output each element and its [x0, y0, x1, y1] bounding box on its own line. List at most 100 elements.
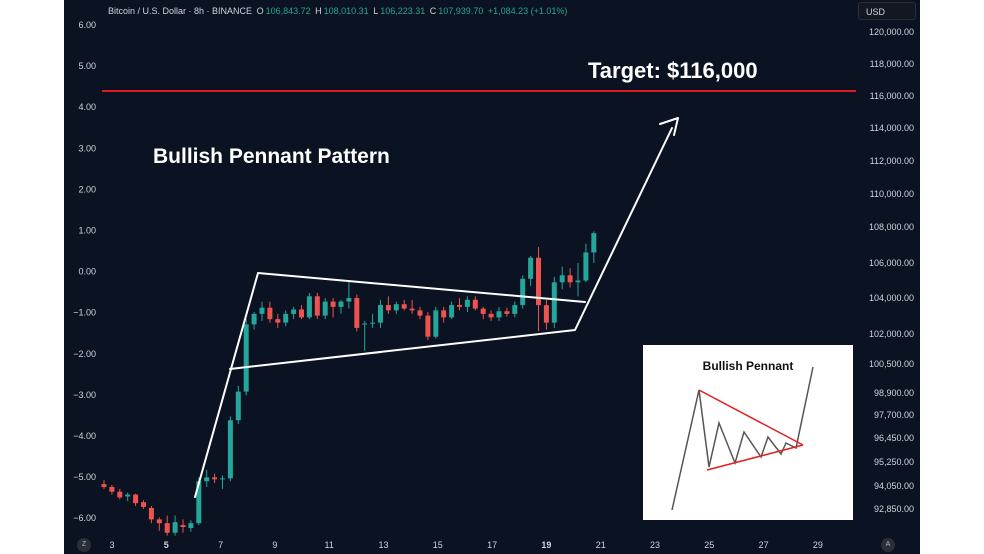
time-axis-tick-label: 7 — [218, 540, 223, 550]
candle-body — [251, 313, 257, 325]
left-axis-tick-label: 3.00 — [78, 143, 96, 153]
candle-body — [212, 477, 218, 480]
left-axis-tick-label: −6.00 — [73, 513, 96, 523]
pennant-diagram: Bullish Pennant — [643, 345, 853, 520]
right-axis-tick-label: 92,850.00 — [874, 504, 914, 514]
time-axis-tick-label: 29 — [813, 540, 823, 550]
candle-body — [591, 233, 597, 253]
candle-body — [433, 310, 439, 337]
candle-body — [220, 478, 225, 480]
pattern-annotation: Bullish Pennant Pattern — [153, 145, 390, 168]
candle-body — [528, 257, 534, 279]
candle-body — [496, 311, 502, 318]
candle-body — [338, 301, 344, 307]
right-axis-tick-label: 108,000.00 — [869, 222, 914, 232]
candle-body — [172, 522, 178, 533]
right-axis-tick-label: 98,900.00 — [874, 388, 914, 398]
time-axis-tick-label: 9 — [272, 540, 277, 550]
candle-body — [362, 323, 368, 325]
auto-scale-button[interactable]: A — [881, 538, 895, 552]
left-axis-tick-label: 0.00 — [78, 267, 96, 277]
right-axis-tick-label: 116,000.00 — [870, 91, 914, 101]
time-axis-tick-label: 5 — [164, 540, 169, 550]
breakout-arrowhead — [659, 117, 679, 136]
right-axis-tick-label: 97,700.00 — [874, 410, 914, 420]
candle-body — [551, 282, 557, 323]
candle-body — [449, 305, 455, 318]
right-axis-tick-label: 120,000.00 — [869, 27, 914, 37]
low-value: 106,223.31 — [380, 6, 426, 16]
time-axis-tick-label: 17 — [487, 540, 497, 550]
close-label: C — [429, 6, 437, 16]
left-axis-tick-label: 2.00 — [78, 184, 96, 194]
left-axis-tick-label: −4.00 — [73, 431, 96, 441]
candle-body — [512, 305, 518, 314]
low-label: L — [373, 6, 379, 16]
candle-body — [196, 481, 202, 524]
right-axis-tick-label: 96,450.00 — [874, 433, 914, 443]
candle-body — [283, 313, 289, 323]
pennant-diagram-price-path — [671, 366, 814, 511]
log-scale-button[interactable]: Z — [77, 538, 91, 552]
target-annotation: Target: $116,000 — [588, 58, 758, 83]
time-axis-tick-label: 11 — [325, 540, 334, 550]
left-axis-tick-label: 1.00 — [78, 226, 96, 236]
candle-body — [346, 298, 352, 302]
candle-body — [291, 309, 297, 314]
candle-body — [148, 507, 154, 520]
right-axis-tick-label: 100,500.00 — [869, 359, 914, 369]
candle-body — [259, 307, 265, 314]
candle-body — [480, 308, 486, 314]
candle-body — [235, 391, 241, 421]
symbol-name: Bitcoin / U.S. Dollar · 8h · BINANCE — [108, 6, 253, 16]
candle-body — [306, 296, 312, 318]
left-axis-tick-label: −1.00 — [73, 308, 96, 318]
time-axis-tick-label: 13 — [378, 540, 388, 550]
candle-body — [188, 523, 194, 528]
time-axis-tick-label: 21 — [596, 540, 606, 550]
candle-body — [543, 305, 549, 323]
candle-body — [204, 477, 210, 482]
candle-body — [180, 525, 186, 527]
candle-body — [385, 305, 391, 311]
time-axis-tick-label: 3 — [109, 540, 114, 550]
open-value: 106,843.72 — [265, 6, 311, 16]
candle-body — [575, 280, 581, 283]
candle-body — [567, 275, 573, 283]
pennant-diagram-drawing — [671, 366, 814, 511]
currency-button[interactable]: USD — [858, 2, 916, 20]
right-axis-tick-label: 114,000.00 — [870, 123, 914, 133]
right-axis-tick-label: 112,000.00 — [870, 156, 914, 166]
candle-body — [267, 307, 273, 320]
candle-body — [472, 299, 478, 309]
candle-body — [464, 299, 470, 307]
candle-body — [457, 305, 462, 307]
candle-body — [125, 494, 131, 497]
right-axis-tick-label: 104,000.00 — [869, 293, 914, 303]
candle-body — [314, 296, 320, 316]
right-axis-tick-label: 95,250.00 — [874, 457, 914, 467]
candle-body — [520, 278, 526, 306]
left-axis-tick-label: 6.00 — [78, 20, 96, 30]
candle-body — [117, 491, 123, 498]
candles — [101, 231, 597, 536]
high-value: 108,010.31 — [323, 6, 369, 16]
candle-body — [227, 420, 233, 479]
right-axis-tick-label: 102,000.00 — [869, 329, 914, 339]
right-axis-tick-label: 94,050.00 — [874, 481, 914, 491]
candle-body — [109, 486, 115, 492]
close-value: 107,939.70 — [438, 6, 484, 16]
change-value: +1,084.23 (+1.01%) — [487, 6, 568, 16]
candle-body — [536, 257, 541, 306]
open-label: O — [256, 6, 264, 16]
lower-trendline-and-breakout — [229, 127, 673, 370]
left-axis-tick-label: −3.00 — [73, 390, 96, 400]
candle-body — [133, 494, 139, 504]
candle-body — [141, 502, 146, 507]
symbol-header: Bitcoin / U.S. Dollar · 8h · BINANCE O 10… — [108, 6, 569, 16]
time-axis-tick-label: 15 — [433, 540, 443, 550]
right-axis-tick-label: 106,000.00 — [869, 258, 914, 268]
left-axis-tick-label: 4.00 — [78, 102, 96, 112]
left-axis-tick-label: −5.00 — [73, 472, 96, 482]
